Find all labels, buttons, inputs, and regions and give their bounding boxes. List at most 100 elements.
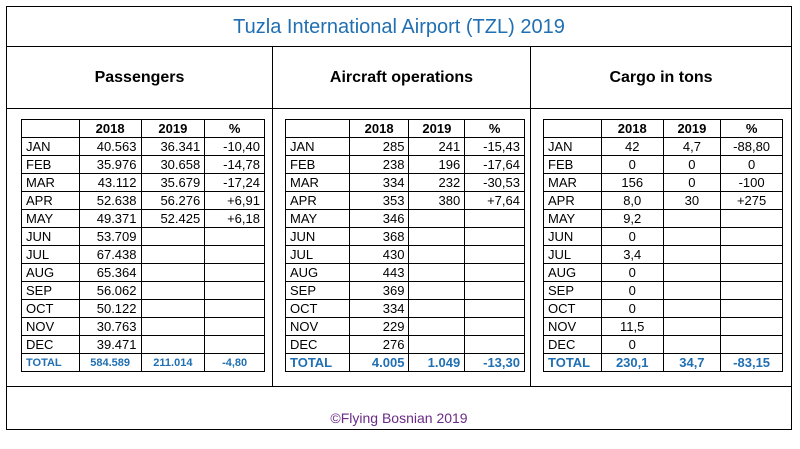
- total-value: 1.049: [408, 353, 466, 372]
- table-row: JAN 285 241 -15,43: [285, 137, 525, 156]
- header-row: 2018 2019%: [543, 119, 783, 138]
- table-row: APR 8,0 30 +275: [543, 191, 783, 210]
- month-cell: JAN: [543, 137, 602, 156]
- value-cell: [720, 227, 783, 246]
- value-cell: 0: [720, 155, 783, 174]
- value-cell: [662, 317, 722, 336]
- table-row: NOV 30.763: [21, 317, 265, 336]
- value-cell: -17,64: [464, 155, 525, 174]
- table-row: FEB 35.976 30.658 -14,78: [21, 155, 265, 174]
- value-cell: 334: [348, 299, 410, 318]
- total-value: 211.014: [140, 353, 206, 372]
- total-value: -13,30: [464, 353, 525, 372]
- value-cell: [464, 299, 525, 318]
- table-row: APR 52.638 56.276 +6,91: [21, 191, 265, 210]
- report-title: Tuzla International Airport (TZL) 2019: [7, 7, 791, 47]
- month-cell: APR: [543, 191, 602, 210]
- passengers-section: Passengers 2018 2019% JAN 40.563 36.341 -10,4…: [7, 47, 273, 386]
- table-row: JUN 0: [543, 227, 783, 246]
- cargo-section: Cargo in tons 2018 2019% JAN 42 4,7 -88,80 FEB…: [531, 47, 791, 386]
- value-cell: 11,5: [600, 317, 664, 336]
- value-cell: [408, 263, 466, 282]
- month-cell: SEP: [285, 281, 350, 300]
- value-cell: -17,24: [204, 173, 265, 192]
- value-cell: 0: [600, 335, 664, 354]
- value-cell: 8,0: [600, 191, 664, 210]
- column-header: 2018: [600, 119, 664, 138]
- aircraft-operations-section: Aircraft operations 2018 2019% JAN 285 241 -1…: [273, 47, 531, 386]
- value-cell: [408, 317, 466, 336]
- value-cell: [408, 209, 466, 228]
- value-cell: 0: [600, 299, 664, 318]
- table-row: FEB 0 0 0: [543, 155, 783, 174]
- value-cell: +6,91: [204, 191, 265, 210]
- total-label: TOTAL: [543, 353, 602, 372]
- value-cell: 56.276: [140, 191, 206, 210]
- value-cell: [464, 317, 525, 336]
- column-header: 2018: [348, 119, 410, 138]
- month-cell: SEP: [21, 281, 80, 300]
- value-cell: [204, 317, 265, 336]
- table-row: SEP 56.062: [21, 281, 265, 300]
- total-value: 4.005: [348, 353, 410, 372]
- value-cell: 67.438: [78, 245, 142, 264]
- table-row: AUG 65.364: [21, 263, 265, 282]
- sections-row: Passengers 2018 2019% JAN 40.563 36.341 -10,4…: [7, 47, 791, 387]
- value-cell: 43.112: [78, 173, 142, 192]
- month-cell: JUN: [543, 227, 602, 246]
- value-cell: 285: [348, 137, 410, 156]
- month-cell: AUG: [543, 263, 602, 282]
- month-cell: MAY: [21, 209, 80, 228]
- value-cell: 30.763: [78, 317, 142, 336]
- value-cell: 53.709: [78, 227, 142, 246]
- value-cell: [408, 227, 466, 246]
- value-cell: 35.976: [78, 155, 142, 174]
- value-cell: [720, 281, 783, 300]
- month-cell: FEB: [21, 155, 80, 174]
- column-header: [543, 119, 602, 138]
- table-row: OCT 0: [543, 299, 783, 318]
- month-cell: SEP: [543, 281, 602, 300]
- table-row: DEC 276: [285, 335, 525, 354]
- report-frame: Tuzla International Airport (TZL) 2019 P…: [6, 6, 792, 430]
- value-cell: [204, 245, 265, 264]
- value-cell: [464, 245, 525, 264]
- value-cell: -15,43: [464, 137, 525, 156]
- value-cell: [662, 281, 722, 300]
- value-cell: [720, 317, 783, 336]
- table-row: SEP 0: [543, 281, 783, 300]
- value-cell: 380: [408, 191, 466, 210]
- value-cell: [140, 281, 206, 300]
- month-cell: NOV: [285, 317, 350, 336]
- total-value: 34,7: [662, 353, 722, 372]
- value-cell: [662, 263, 722, 282]
- table-row: SEP 369: [285, 281, 525, 300]
- value-cell: 0: [600, 155, 664, 174]
- value-cell: 4,7: [662, 137, 722, 156]
- value-cell: +7,64: [464, 191, 525, 210]
- table-row: OCT 334: [285, 299, 525, 318]
- value-cell: 156: [600, 173, 664, 192]
- month-cell: MAY: [285, 209, 350, 228]
- value-cell: 30: [662, 191, 722, 210]
- month-cell: AUG: [21, 263, 80, 282]
- value-cell: +6,18: [204, 209, 265, 228]
- value-cell: [408, 335, 466, 354]
- month-cell: OCT: [21, 299, 80, 318]
- month-cell: NOV: [21, 317, 80, 336]
- value-cell: 52.638: [78, 191, 142, 210]
- value-cell: 0: [600, 263, 664, 282]
- value-cell: [720, 209, 783, 228]
- column-header: 2019: [140, 119, 206, 138]
- month-cell: JAN: [21, 137, 80, 156]
- value-cell: [720, 335, 783, 354]
- month-cell: FEB: [543, 155, 602, 174]
- month-cell: APR: [21, 191, 80, 210]
- value-cell: 368: [348, 227, 410, 246]
- value-cell: 241: [408, 137, 466, 156]
- value-cell: 0: [662, 173, 722, 192]
- month-cell: APR: [285, 191, 350, 210]
- header-row: 2018 2019%: [21, 119, 265, 138]
- header-row: 2018 2019%: [285, 119, 525, 138]
- month-cell: JUL: [285, 245, 350, 264]
